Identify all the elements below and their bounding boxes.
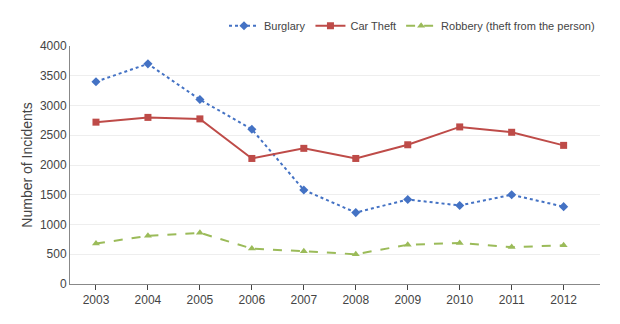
svg-text:2000: 2000 [40,158,67,172]
svg-text:500: 500 [47,247,67,261]
svg-text:2008: 2008 [342,293,369,307]
svg-text:Number of Incidents: Number of Incidents [19,102,35,227]
svg-text:1500: 1500 [40,188,67,202]
svg-text:4000: 4000 [40,39,67,53]
svg-text:2003: 2003 [83,293,110,307]
svg-text:2012: 2012 [550,293,577,307]
svg-text:2004: 2004 [135,293,162,307]
svg-text:Burglary: Burglary [264,20,305,32]
svg-text:2010: 2010 [446,293,473,307]
svg-text:0: 0 [60,277,67,291]
svg-text:2007: 2007 [290,293,317,307]
svg-text:3500: 3500 [40,69,67,83]
svg-text:2005: 2005 [187,293,214,307]
svg-text:1000: 1000 [40,218,67,232]
svg-text:2009: 2009 [394,293,421,307]
svg-text:Robbery (theft from the person: Robbery (theft from the person) [441,20,594,32]
svg-text:2006: 2006 [239,293,266,307]
svg-text:3000: 3000 [40,99,67,113]
svg-text:2011: 2011 [499,293,525,307]
svg-text:2500: 2500 [40,128,67,142]
svg-text:Car Theft: Car Theft [350,20,396,32]
